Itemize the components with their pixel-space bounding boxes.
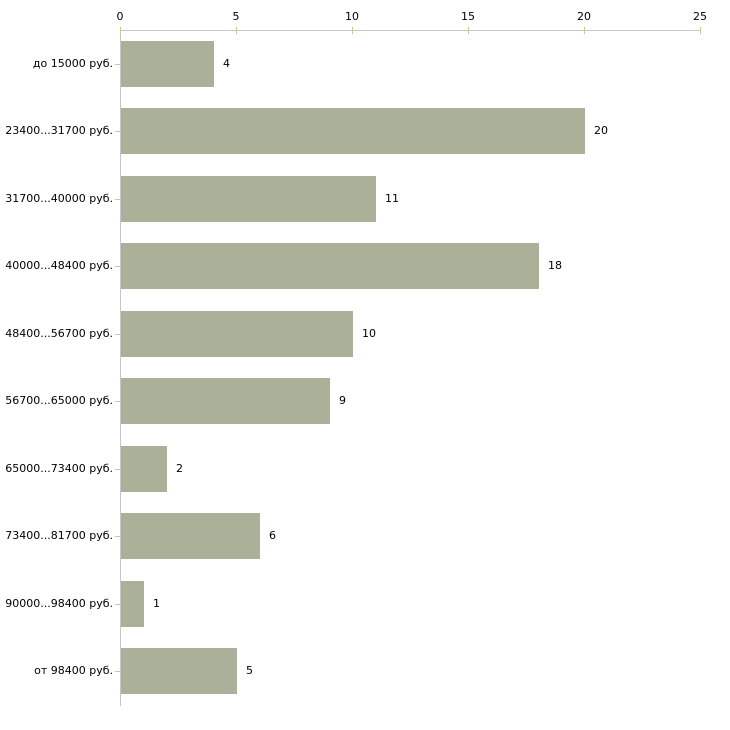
category-label: 48400...56700 руб. [5,327,113,340]
y-axis-tick-mark [115,334,120,335]
bar [121,41,214,87]
bar-value-label: 11 [385,192,399,205]
bar-value-label: 5 [246,664,253,677]
y-axis-line [120,30,121,706]
y-axis-tick-mark [115,266,120,267]
category-label: 40000...48400 руб. [5,259,113,272]
bar [121,378,330,424]
x-axis-tick-mark [468,27,469,34]
y-axis-tick-mark [115,469,120,470]
y-axis-tick-mark [115,131,120,132]
x-axis-tick-label: 15 [461,10,475,23]
bar-value-label: 1 [153,597,160,610]
x-axis-tick-mark [700,27,701,34]
x-axis-tick-label: 5 [232,10,240,23]
x-axis-tick-mark [352,27,353,34]
x-axis-tick-label: 25 [693,10,707,23]
bar-value-label: 18 [548,259,562,272]
category-label: до 15000 руб. [32,57,113,70]
bar [121,243,539,289]
y-axis-tick-mark [115,199,120,200]
bar [121,176,376,222]
x-axis-tick-mark [584,27,585,34]
bar [121,581,144,627]
x-axis-line [120,30,701,31]
x-axis-tick-mark [236,27,237,34]
category-label: 73400...81700 руб. [5,529,113,542]
category-label: 23400...31700 руб. [5,124,113,137]
y-axis-tick-mark [115,401,120,402]
category-label: от 98400 руб. [34,664,113,677]
bar-value-label: 2 [176,462,183,475]
category-label: 31700...40000 руб. [5,192,113,205]
bar [121,311,353,357]
bar [121,648,237,694]
bar-value-label: 10 [362,327,376,340]
bar-value-label: 4 [223,57,230,70]
y-axis-tick-mark [115,536,120,537]
bar [121,108,585,154]
bar [121,513,260,559]
bar-value-label: 6 [269,529,276,542]
x-axis-tick-label: 0 [116,10,124,23]
y-axis-tick-mark [115,64,120,65]
bar-value-label: 20 [594,124,608,137]
y-axis-tick-mark [115,604,120,605]
y-axis-tick-mark [115,671,120,672]
bar [121,446,167,492]
category-label: 56700...65000 руб. [5,394,113,407]
bar-value-label: 9 [339,394,346,407]
category-label: 90000...98400 руб. [5,597,113,610]
x-axis-tick-label: 10 [345,10,359,23]
x-axis-tick-label: 20 [577,10,591,23]
x-axis-tick-mark [120,27,121,34]
category-label: 65000...73400 руб. [5,462,113,475]
